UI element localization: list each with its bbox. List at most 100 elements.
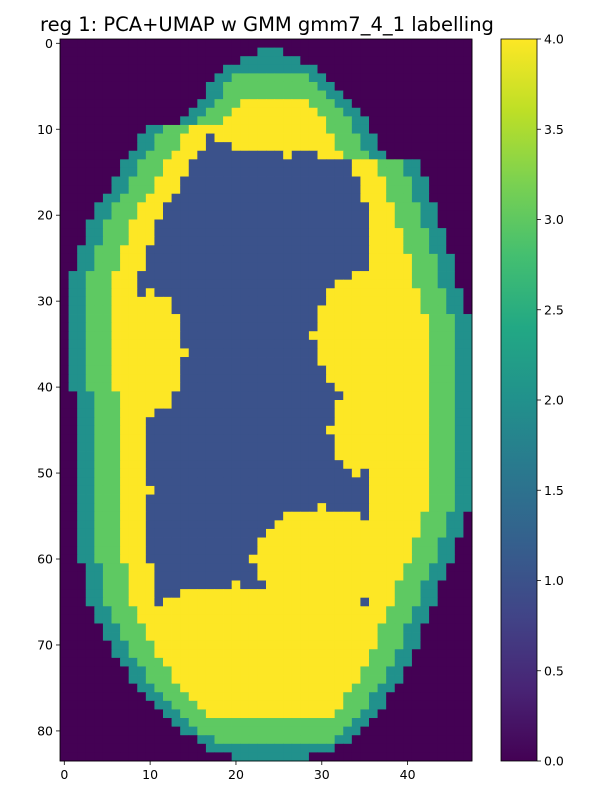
heatmap-cell	[231, 133, 241, 143]
heatmap-cell	[308, 537, 318, 547]
heatmap-cell	[411, 185, 421, 195]
heatmap-cell	[266, 133, 275, 143]
heatmap-cell	[369, 288, 378, 298]
heatmap-cell	[205, 81, 215, 91]
heatmap-cell	[85, 56, 95, 66]
heatmap-cell	[137, 666, 147, 676]
heatmap-cell	[420, 271, 430, 281]
heatmap-cell	[317, 150, 327, 160]
heatmap-cell	[214, 210, 224, 220]
heatmap-cell	[394, 640, 404, 650]
heatmap-cell	[463, 408, 473, 418]
heatmap-cell	[120, 417, 130, 427]
heatmap-cell	[334, 245, 344, 255]
x-tick-label: 0	[60, 767, 68, 782]
heatmap-cell	[68, 391, 78, 401]
heatmap-cell	[369, 56, 378, 66]
heatmap-cell	[308, 614, 318, 624]
heatmap-cell	[180, 365, 190, 375]
heatmap-cell	[163, 692, 172, 702]
heatmap-cell	[128, 640, 138, 650]
heatmap-cell	[334, 219, 344, 229]
heatmap-cell	[369, 743, 378, 753]
heatmap-cell	[377, 451, 387, 461]
heatmap-cell	[386, 632, 396, 642]
heatmap-cell	[454, 185, 464, 195]
heatmap-cell	[128, 537, 138, 547]
heatmap-cell	[369, 81, 378, 91]
heatmap-cell	[248, 159, 258, 169]
heatmap-cell	[77, 348, 87, 358]
heatmap-cell	[317, 485, 327, 495]
heatmap-cell	[85, 632, 95, 642]
heatmap-cell	[60, 400, 69, 409]
heatmap-cell	[386, 709, 396, 719]
heatmap-cell	[180, 408, 190, 418]
heatmap-cell	[394, 262, 404, 272]
heatmap-cell	[274, 365, 284, 375]
heatmap-cell	[446, 442, 456, 452]
heatmap-cell	[377, 726, 387, 736]
heatmap-cell	[214, 357, 224, 367]
heatmap-cell	[60, 571, 69, 581]
heatmap-cell	[326, 219, 336, 229]
heatmap-cell	[300, 202, 310, 212]
heatmap-cell	[351, 425, 361, 435]
heatmap-cell	[411, 365, 421, 375]
heatmap-cell	[231, 150, 241, 160]
heatmap-cell	[180, 726, 190, 736]
heatmap-cell	[343, 451, 353, 461]
heatmap-cell	[68, 494, 78, 504]
heatmap-cell	[111, 357, 121, 367]
heatmap-cell	[274, 485, 284, 495]
heatmap-cell	[248, 374, 258, 384]
heatmap-cell	[257, 571, 267, 581]
heatmap-cell	[369, 752, 378, 762]
heatmap-cell	[369, 537, 378, 547]
heatmap-cell	[171, 159, 181, 169]
heatmap-cell	[317, 400, 327, 409]
heatmap-cell	[429, 133, 439, 143]
heatmap-cell	[120, 64, 130, 74]
heatmap-cell	[197, 64, 207, 74]
heatmap-cell	[257, 73, 267, 83]
heatmap-cell	[171, 64, 181, 74]
heatmap-cell	[154, 382, 164, 392]
heatmap-cell	[369, 193, 378, 203]
heatmap-cell	[223, 279, 233, 289]
heatmap-cell	[188, 726, 198, 736]
heatmap-cell	[154, 193, 164, 203]
heatmap-cell	[145, 563, 155, 573]
heatmap-cell	[317, 571, 327, 581]
heatmap-cell	[94, 236, 104, 246]
heatmap-cell	[454, 537, 464, 547]
heatmap-cell	[351, 167, 361, 177]
heatmap-cell	[429, 709, 439, 719]
heatmap-cell	[257, 150, 267, 160]
heatmap-cell	[248, 752, 258, 762]
heatmap-cell	[188, 185, 198, 195]
heatmap-cell	[351, 700, 361, 710]
heatmap-cell	[411, 90, 421, 100]
heatmap-cell	[180, 382, 190, 392]
heatmap-cell	[360, 666, 370, 676]
heatmap-cell	[145, 649, 155, 659]
heatmap-cell	[343, 546, 353, 556]
heatmap-cell	[60, 640, 69, 650]
heatmap-cell	[145, 124, 155, 134]
heatmap-cell	[223, 571, 233, 581]
heatmap-cell	[411, 752, 421, 762]
heatmap-cell	[411, 279, 421, 289]
heatmap-cell	[102, 107, 112, 117]
heatmap-cell	[351, 357, 361, 367]
heatmap-cell	[68, 296, 78, 306]
heatmap-cell	[223, 494, 233, 504]
heatmap-cell	[411, 451, 421, 461]
heatmap-cell	[85, 597, 95, 607]
heatmap-cell	[85, 296, 95, 306]
heatmap-cell	[248, 614, 258, 624]
heatmap-cell	[197, 185, 207, 195]
heatmap-cell	[266, 357, 275, 367]
heatmap-cell	[429, 503, 439, 513]
heatmap-cell	[429, 339, 439, 349]
